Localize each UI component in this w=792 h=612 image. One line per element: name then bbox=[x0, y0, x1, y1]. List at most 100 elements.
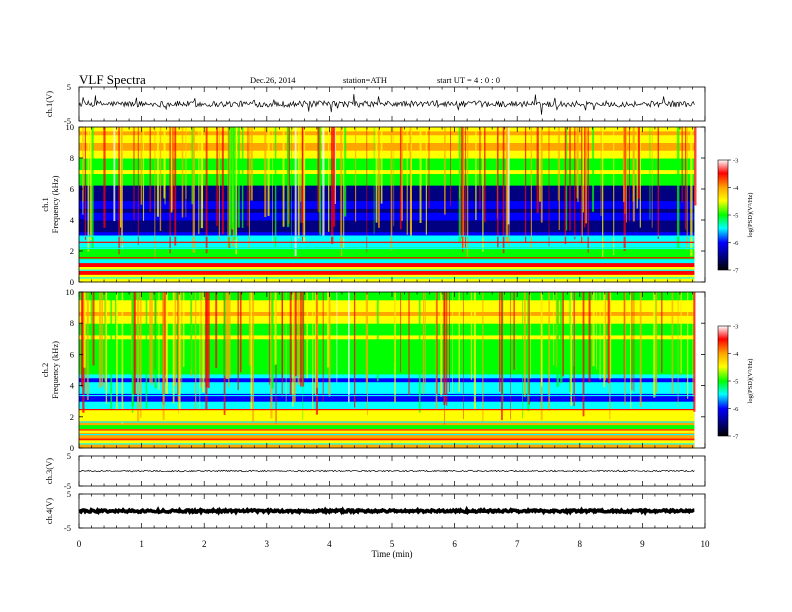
sferic-streak bbox=[140, 292, 142, 418]
spectrogram-band bbox=[79, 216, 695, 221]
sferic-streak bbox=[171, 127, 174, 210]
y-tick-label: 6 bbox=[70, 349, 74, 359]
sferic-streak bbox=[482, 127, 484, 252]
sferic-streak bbox=[592, 292, 595, 367]
spectrogram-band bbox=[79, 416, 695, 422]
y-axis-channel-label: ch.1 bbox=[40, 197, 50, 211]
sferic-streak bbox=[170, 127, 173, 213]
sferic-streak bbox=[462, 127, 464, 253]
sferic-streak bbox=[289, 292, 292, 395]
spectrogram-band bbox=[79, 331, 695, 336]
sferic-streak bbox=[440, 292, 443, 397]
sferic-streak bbox=[82, 127, 84, 202]
sferic-streak bbox=[633, 292, 635, 392]
sferic-streak bbox=[452, 292, 453, 394]
x-tick-label: 3 bbox=[265, 539, 270, 549]
sferic-streak bbox=[577, 127, 579, 203]
sferic-streak bbox=[353, 292, 356, 408]
waveform-trace bbox=[78, 505, 695, 516]
spectrogram-band bbox=[79, 169, 695, 174]
narrowband-line bbox=[79, 273, 695, 275]
sferic-streak bbox=[103, 127, 106, 228]
spectrogram-band bbox=[79, 177, 695, 182]
sferic-streak bbox=[301, 127, 304, 223]
sferic-streak bbox=[133, 292, 135, 397]
sferic-streak bbox=[183, 292, 185, 367]
sferic-streak bbox=[239, 292, 242, 373]
sferic-streak bbox=[235, 127, 238, 255]
sferic-streak bbox=[686, 127, 688, 251]
sferic-streak bbox=[302, 292, 304, 420]
narrowband-line bbox=[79, 269, 695, 271]
sferic-streak bbox=[202, 292, 205, 393]
sferic-streak bbox=[475, 127, 477, 221]
sferic-streak bbox=[365, 292, 368, 383]
narrowband-line bbox=[79, 241, 695, 243]
sferic-streak bbox=[252, 292, 255, 424]
y-tick-label: 10 bbox=[66, 122, 75, 132]
spectrogram-band bbox=[79, 161, 695, 167]
sferic-streak bbox=[505, 127, 509, 243]
sferic-streak bbox=[523, 292, 526, 397]
sferic-streak bbox=[599, 292, 601, 380]
sferic-streak bbox=[484, 127, 486, 223]
x-tick-label: 10 bbox=[701, 539, 711, 549]
colorbar-tick-label: -6 bbox=[733, 240, 739, 247]
y-tick-label: 2 bbox=[70, 412, 74, 422]
spectrogram-band bbox=[79, 397, 695, 402]
sferic-streak bbox=[120, 127, 123, 246]
y-axis-label: Frequency (kHz) bbox=[50, 341, 60, 399]
sferic-streak bbox=[233, 127, 236, 240]
colorbar-tick-label: -4 bbox=[733, 185, 739, 192]
sferic-streak bbox=[312, 292, 314, 420]
spectrogram-band bbox=[79, 235, 695, 240]
sferic-streak bbox=[274, 292, 277, 365]
sferic-streak bbox=[378, 127, 380, 228]
sferic-streak bbox=[110, 292, 113, 411]
sferic-streak bbox=[529, 292, 531, 379]
sferic-streak bbox=[282, 127, 285, 227]
sferic-streak bbox=[636, 127, 638, 209]
sferic-streak bbox=[587, 127, 589, 253]
sferic-streak bbox=[270, 292, 273, 419]
sferic-streak bbox=[681, 127, 683, 203]
sferic-streak bbox=[137, 127, 139, 245]
colorbar-tick-label: -3 bbox=[733, 158, 738, 165]
sferic-streak bbox=[603, 292, 606, 388]
sferic-streak bbox=[573, 292, 575, 407]
sferic-streak bbox=[267, 127, 270, 216]
x-tick-label: 8 bbox=[578, 539, 583, 549]
y-tick-label: 4 bbox=[70, 381, 75, 391]
sferic-streak bbox=[687, 292, 689, 399]
sferic-streak bbox=[274, 127, 277, 247]
sferic-streak bbox=[250, 292, 252, 413]
sferic-streak bbox=[319, 127, 322, 236]
sferic-streak bbox=[690, 127, 693, 257]
spectrogram-band bbox=[79, 381, 695, 387]
spectrogram-band bbox=[79, 154, 695, 159]
spectrogram-band bbox=[79, 185, 695, 190]
sferic-streak bbox=[116, 292, 118, 417]
colorbar-tick-label: -5 bbox=[733, 213, 738, 220]
colorbar-tick-label: -6 bbox=[733, 406, 739, 413]
sferic-streak bbox=[294, 127, 297, 257]
spectrogram-band bbox=[79, 354, 695, 359]
sferic-streak bbox=[473, 292, 476, 420]
sferic-streak bbox=[221, 127, 224, 235]
y-axis-label: ch.3(V) bbox=[44, 458, 54, 484]
sferic-streak bbox=[613, 127, 615, 256]
sferic-streak bbox=[216, 127, 218, 226]
sferic-streak bbox=[513, 292, 515, 370]
colorbar-tick-label: -7 bbox=[733, 434, 739, 441]
sferic-streak bbox=[90, 292, 93, 371]
sferic-streak bbox=[565, 127, 568, 231]
spectrogram-band bbox=[79, 266, 695, 271]
y-tick-label: -5 bbox=[64, 481, 71, 491]
sferic-streak bbox=[333, 127, 336, 227]
sferic-streak bbox=[399, 127, 402, 230]
sferic-streak bbox=[316, 292, 319, 388]
sferic-streak bbox=[443, 292, 446, 405]
sferic-streak bbox=[99, 292, 101, 389]
